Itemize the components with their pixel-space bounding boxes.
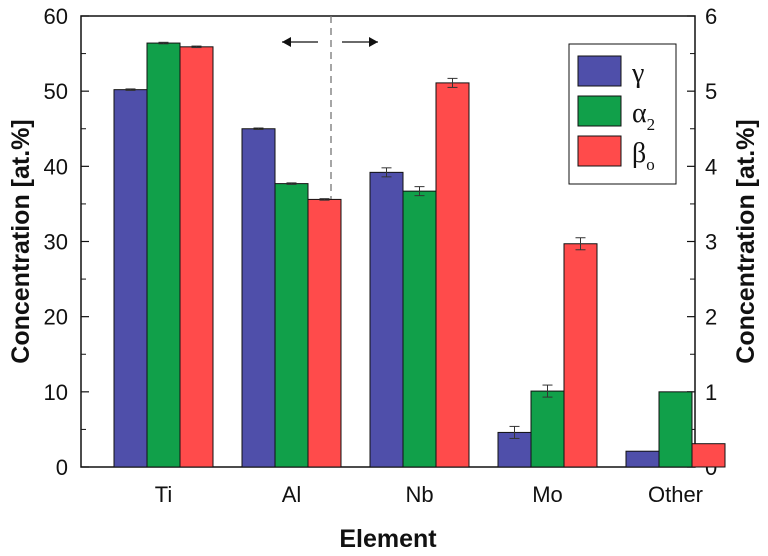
category-label: Mo bbox=[532, 482, 563, 507]
category-label: Al bbox=[282, 482, 302, 507]
left-tick-label: 20 bbox=[44, 305, 68, 330]
left-tick-label: 50 bbox=[44, 79, 68, 104]
legend-swatch-1 bbox=[577, 95, 622, 127]
right-tick-label: 6 bbox=[705, 4, 717, 29]
left-tick-label: 30 bbox=[44, 230, 68, 255]
y-axis-title-right: Concentration [at.%] bbox=[732, 119, 760, 363]
legend-label-base: β bbox=[632, 138, 646, 169]
left-tick-label: 40 bbox=[44, 154, 68, 179]
bar-nb-1 bbox=[402, 190, 437, 468]
bar-ti-0 bbox=[113, 89, 148, 468]
legend-label-base: γ bbox=[631, 58, 644, 89]
right-tick-label: 1 bbox=[705, 380, 717, 405]
bar-ti-1 bbox=[146, 42, 181, 468]
bar-al-0 bbox=[241, 128, 276, 468]
bar-al-2 bbox=[307, 198, 342, 468]
category-label: Other bbox=[648, 482, 703, 507]
legend-label-subscript: 2 bbox=[647, 115, 656, 134]
right-tick-label: 2 bbox=[705, 305, 717, 330]
left-tick-label: 60 bbox=[44, 4, 68, 29]
left-axis-arrowhead bbox=[282, 37, 291, 47]
legend-label-base: α bbox=[632, 98, 647, 129]
bar-nb-0 bbox=[369, 171, 404, 468]
legend-label-subscript: o bbox=[646, 155, 655, 174]
bar-nb-2 bbox=[435, 82, 470, 468]
legend-label-0: γ bbox=[631, 58, 644, 89]
y-axis-title-left: Concentration [at.%] bbox=[7, 119, 35, 363]
legend-label-2: βo bbox=[632, 138, 655, 174]
bar-mo-2 bbox=[563, 243, 598, 468]
left-tick-label: 10 bbox=[44, 380, 68, 405]
legend-swatch-0 bbox=[577, 55, 622, 87]
right-tick-label: 3 bbox=[705, 230, 717, 255]
bar-al-1 bbox=[274, 183, 309, 468]
bar-other-1 bbox=[658, 391, 693, 468]
category-label: Nb bbox=[405, 482, 433, 507]
legend-label-1: α2 bbox=[632, 98, 655, 134]
bar-ti-2 bbox=[179, 46, 214, 468]
right-axis-arrowhead bbox=[369, 37, 378, 47]
bar-other-2 bbox=[691, 443, 726, 468]
right-tick-label: 5 bbox=[705, 79, 717, 104]
bar-other-0 bbox=[625, 450, 660, 468]
category-label: Ti bbox=[155, 482, 173, 507]
x-axis-title: Element bbox=[339, 525, 437, 553]
left-tick-label: 0 bbox=[56, 455, 68, 480]
legend-swatch-2 bbox=[577, 135, 622, 167]
bar-mo-1 bbox=[530, 390, 565, 468]
plot-layer: 01020304050600123456TiAlNbMoOtherγα2βo bbox=[44, 4, 726, 507]
right-tick-label: 4 bbox=[705, 154, 717, 179]
